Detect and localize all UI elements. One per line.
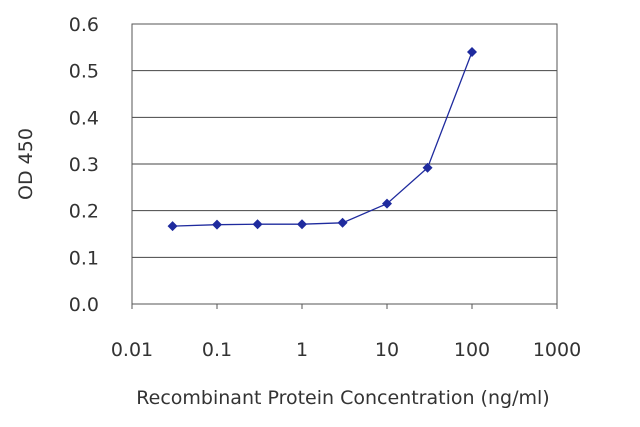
data-point: [212, 219, 222, 230]
data-point: [252, 219, 263, 230]
y-tick-label: 0.2: [69, 201, 99, 223]
x-tick-label: 0.01: [111, 339, 153, 361]
data-point: [297, 219, 307, 230]
y-tick-label: 0.6: [69, 14, 99, 36]
y-axis-title: OD 450: [15, 128, 37, 200]
data-point: [167, 221, 178, 232]
data-point: [467, 47, 477, 57]
x-tick-label: 100: [454, 339, 490, 361]
y-tick-label: 0.4: [69, 107, 99, 129]
gridlines: [132, 70, 557, 258]
x-tick-label: 10: [375, 339, 399, 361]
data-point: [337, 217, 348, 228]
y-tick-label: 0.5: [69, 61, 99, 83]
y-axis-ticks: 0.0 0.1 0.2 0.3 0.4 0.5 0.6: [69, 14, 99, 316]
x-axis-title: Recombinant Protein Concentration (ng/ml…: [136, 387, 549, 409]
x-tick-label: 1: [296, 339, 308, 361]
x-tick-label: 0.1: [202, 339, 232, 361]
data-point: [422, 162, 433, 173]
data-points: [167, 47, 477, 232]
plot-area: [131, 23, 558, 305]
series-line: [172, 51, 473, 227]
x-axis-ticks: 0.01 0.1 1 10 100 1000: [111, 304, 581, 361]
x-tick-label: 1000: [533, 339, 581, 361]
y-tick-label: 0.3: [69, 154, 99, 176]
data-point: [382, 198, 392, 209]
y-tick-label: 0.1: [69, 247, 99, 269]
y-tick-label: 0.0: [69, 294, 99, 316]
